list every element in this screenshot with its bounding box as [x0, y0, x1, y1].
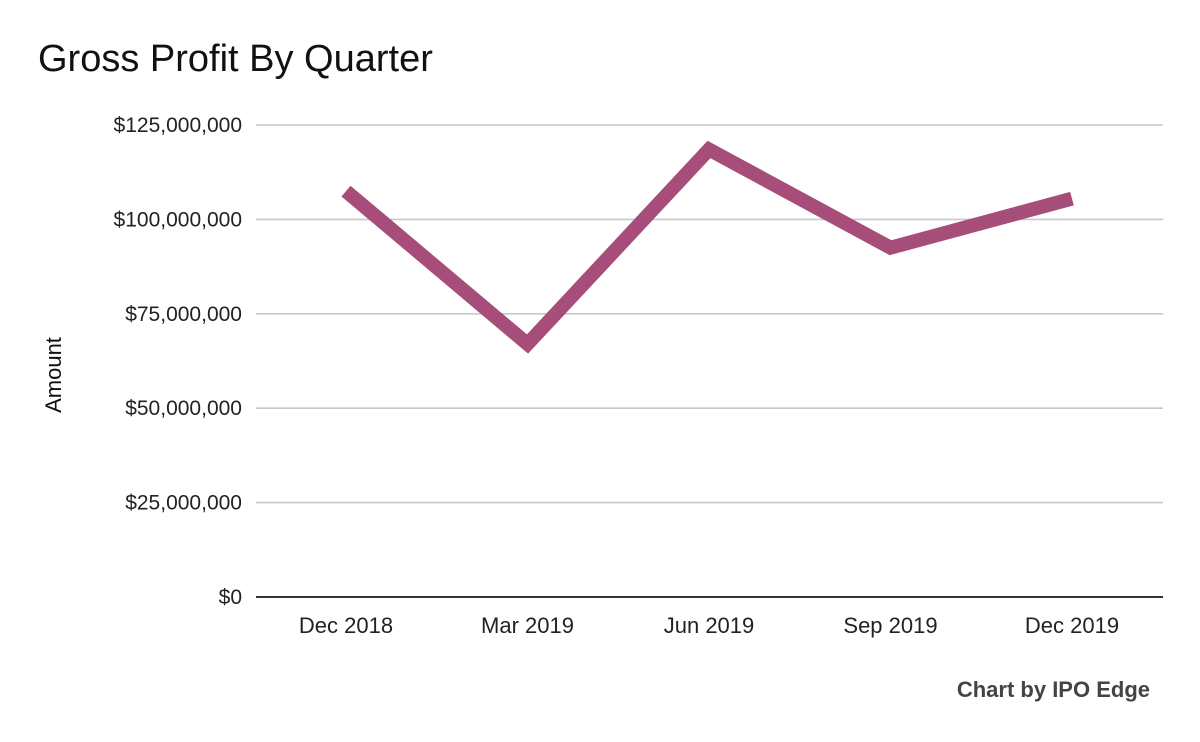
y-tick-label: $125,000,000 — [114, 114, 242, 137]
chart-title: Gross Profit By Quarter — [38, 38, 433, 80]
x-tick-label: Dec 2019 — [1025, 613, 1119, 638]
y-axis-label: Amount — [41, 337, 66, 413]
x-tick-label: Dec 2018 — [299, 613, 393, 638]
y-axis-ticks: $0 $25,000,000 $50,000,000 $75,000,000 $100,… — [114, 114, 242, 609]
y-tick-label: $75,000,000 — [125, 303, 242, 326]
x-tick-label: Mar 2019 — [481, 613, 574, 638]
x-tick-label: Sep 2019 — [843, 613, 937, 638]
y-tick-label: $0 — [219, 586, 242, 609]
grid-layer — [256, 124, 1163, 598]
x-axis-ticks: Dec 2018 Mar 2019 Jun 2019 Sep 2019 Dec 2019 — [299, 613, 1119, 638]
x-tick-label: Jun 2019 — [664, 613, 755, 638]
y-tick-label: $50,000,000 — [125, 397, 242, 420]
y-tick-label: $100,000,000 — [114, 208, 242, 231]
chart-credit: Chart by IPO Edge — [956, 677, 1150, 702]
series-line — [341, 140, 1074, 354]
series-layer — [341, 140, 1074, 354]
y-tick-label: $25,000,000 — [125, 492, 242, 515]
